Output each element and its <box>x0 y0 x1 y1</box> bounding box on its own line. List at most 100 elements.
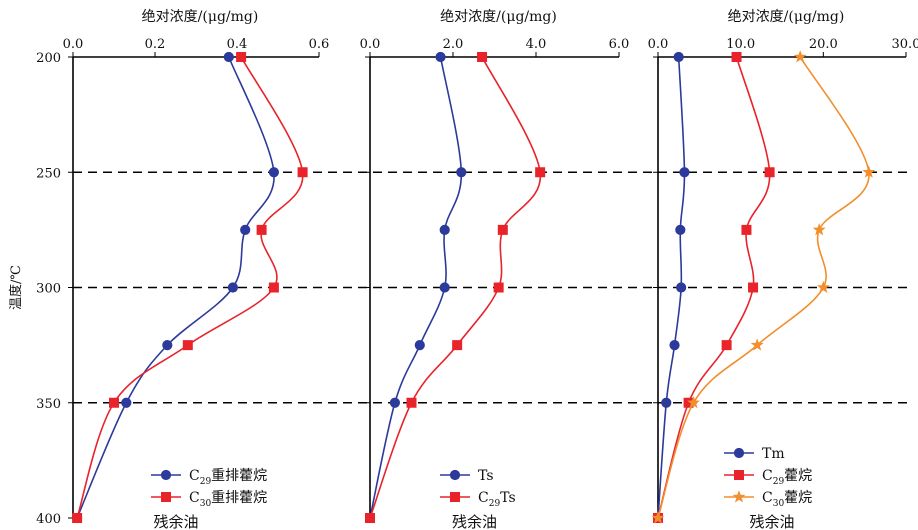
x-tick-label: 0.0 <box>63 37 84 52</box>
data-point <box>793 50 807 63</box>
panel-1: 0.0 0.2 0.4 0.6绝对浓度/(μg/mg)残余油C29重排藿烷C30重排藿… <box>63 9 330 530</box>
data-point <box>456 167 467 178</box>
data-point <box>389 397 400 408</box>
x-tick-label: 0.6 <box>309 37 330 52</box>
data-point <box>439 224 450 235</box>
x-tick-label: 30.0 <box>892 37 918 52</box>
panel-title: 绝对浓度/(μg/mg) <box>142 9 259 25</box>
legend-label: C29重排藿烷 <box>189 468 267 487</box>
legend-label-suffix: 重排藿烷 <box>211 490 267 506</box>
data-point <box>750 338 764 351</box>
legend-label: C30藿烷 <box>762 490 812 509</box>
data-point <box>439 282 450 293</box>
data-point <box>182 340 193 351</box>
data-point <box>268 282 279 293</box>
legend-label-subscript: 29 <box>489 499 501 509</box>
legend-label-suffix: 藿烷 <box>784 490 812 506</box>
data-point <box>661 397 672 408</box>
data-point <box>477 52 488 62</box>
data-point <box>497 224 508 235</box>
data-point <box>731 52 742 62</box>
data-point <box>121 397 132 408</box>
y-tick-label: 200 <box>36 51 61 66</box>
legend-label: Ts <box>478 468 494 484</box>
data-point <box>676 282 687 293</box>
x-tick-label: 4.0 <box>526 37 547 52</box>
y-axis-label: 温度/℃ <box>8 265 24 310</box>
data-point <box>721 340 732 351</box>
data-point <box>162 340 173 351</box>
data-point <box>256 224 267 235</box>
x-tick-label: 20.0 <box>809 37 838 52</box>
legend-marker <box>161 492 171 502</box>
legend-label-base: Tm <box>762 446 785 462</box>
x-tick-label: 0.2 <box>145 37 166 52</box>
x-tick-label: 0.0 <box>648 37 669 52</box>
y-tick-label: 350 <box>36 397 61 412</box>
legend-marker <box>733 447 745 459</box>
legend-label-base: C <box>762 490 773 506</box>
legend-marker <box>449 469 461 481</box>
legend-label: C29Ts <box>478 490 516 509</box>
legend-label-base: C <box>189 468 200 484</box>
x-tick-label: 0.0 <box>360 37 381 52</box>
data-point <box>741 224 752 235</box>
data-point <box>764 167 775 178</box>
legend-label-base: C <box>762 468 773 484</box>
legend-marker <box>734 470 744 480</box>
legend-label-base: C <box>189 490 200 506</box>
y-tick-label: 400 <box>36 512 61 527</box>
legend-label-subscript: 30 <box>200 499 212 509</box>
x-tick-label: 6.0 <box>609 37 630 52</box>
data-point <box>748 282 759 293</box>
legend-label-suffix: 重排藿烷 <box>211 468 267 484</box>
data-point <box>406 397 417 408</box>
y-tick-label: 300 <box>36 282 61 297</box>
legend-label: Tm <box>762 446 785 462</box>
data-point <box>679 167 690 178</box>
legend-label-suffix: 藿烷 <box>784 468 812 484</box>
data-point <box>669 340 680 351</box>
data-point <box>435 51 446 63</box>
data-point <box>236 52 247 62</box>
data-point <box>675 224 686 235</box>
legend-label-subscript: 29 <box>200 477 212 487</box>
data-point <box>651 511 665 524</box>
data-point <box>223 51 234 63</box>
data-point <box>240 224 251 235</box>
panel-caption: 残余油 <box>153 513 198 530</box>
legend-label-base: C <box>478 490 489 506</box>
legend-label-suffix: Ts <box>500 490 516 506</box>
panel-caption: 残余油 <box>452 513 497 530</box>
panel-caption: 残余油 <box>749 513 794 530</box>
data-point <box>493 282 504 293</box>
x-tick-label: 10.0 <box>726 37 755 52</box>
panel-title: 绝对浓度/(μg/mg) <box>440 9 557 25</box>
legend-marker <box>160 469 172 481</box>
legend-marker <box>450 492 460 502</box>
legend-label-subscript: 30 <box>773 499 785 509</box>
data-point <box>673 51 684 63</box>
legend-label-base: Ts <box>478 468 494 484</box>
data-point <box>452 340 463 351</box>
data-point <box>687 395 701 409</box>
data-point <box>227 282 238 293</box>
data-point <box>812 223 826 236</box>
data-point <box>72 513 83 523</box>
data-point <box>365 513 375 523</box>
legend-label: C30重排藿烷 <box>189 490 267 509</box>
data-point <box>862 165 876 178</box>
x-tick-label: 2.0 <box>443 37 464 52</box>
data-point <box>535 167 546 178</box>
data-point <box>683 397 694 408</box>
legend-label: C29藿烷 <box>762 468 812 487</box>
data-point <box>414 340 425 351</box>
panel-3: 0.0 10.0 20.0 30.0绝对浓度/(μg/mg)残余油TmC29藿烷C30… <box>648 9 918 530</box>
x-tick-label: 0.4 <box>227 37 248 52</box>
panel-title: 绝对浓度/(μg/mg) <box>728 9 845 25</box>
legend-label-subscript: 29 <box>773 477 785 487</box>
data-point <box>109 397 119 408</box>
data-point <box>816 280 830 293</box>
